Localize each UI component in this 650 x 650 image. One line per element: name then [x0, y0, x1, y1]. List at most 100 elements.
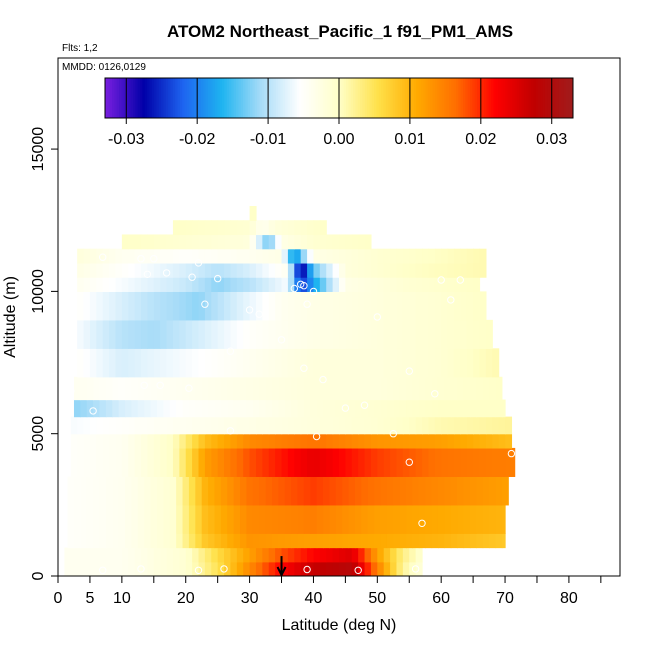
- heatmap-cell: [396, 547, 404, 563]
- heatmap-cell: [211, 416, 219, 435]
- heatmap-cell: [310, 476, 318, 506]
- heatmap-cell: [409, 348, 417, 378]
- colorbar-swatch: [207, 78, 211, 118]
- heatmap-cell: [294, 248, 302, 264]
- heatmap-cell: [345, 291, 353, 321]
- heatmap-cell: [179, 234, 187, 250]
- heatmap-cell: [96, 433, 104, 449]
- date-note: MMDD: 0126,0129: [62, 62, 146, 73]
- heatmap-cell: [300, 234, 308, 250]
- heatmap-cell: [291, 504, 299, 534]
- heatmap-cell: [144, 504, 152, 534]
- heatmap-cell: [166, 291, 174, 321]
- colorbar-swatch: [105, 78, 108, 118]
- heatmap-cell: [489, 504, 497, 534]
- heatmap-cell: [243, 234, 251, 250]
- colorbar-swatch: [109, 78, 113, 118]
- heatmap-cell: [201, 376, 209, 401]
- colorbar-swatch: [243, 78, 246, 118]
- heatmap-cell: [268, 291, 276, 321]
- heatmap-cell: [137, 504, 145, 534]
- heatmap-cell: [141, 416, 149, 435]
- heatmap-cell: [370, 561, 378, 576]
- heatmap-cell: [300, 348, 308, 378]
- colorbar-swatch: [411, 78, 415, 118]
- heatmap-cell: [339, 416, 346, 435]
- heatmap-cell: [434, 291, 442, 321]
- heatmap-cell: [406, 504, 414, 534]
- heatmap-cell: [230, 220, 238, 236]
- colorbar-swatch: [430, 78, 434, 118]
- colorbar-swatch: [544, 78, 548, 118]
- heatmap-cell: [249, 262, 257, 278]
- heatmap-cell: [390, 447, 398, 477]
- heatmap-cell: [358, 561, 366, 576]
- heatmap-cell: [370, 319, 378, 349]
- heatmap-row: [77, 348, 500, 378]
- heatmap-cell: [160, 447, 168, 477]
- heatmap-cell: [406, 399, 414, 418]
- heatmap-cell: [236, 561, 244, 576]
- heatmap-cell: [121, 547, 129, 563]
- heatmap-cell: [287, 277, 295, 292]
- heatmap-cell: [460, 248, 468, 264]
- heatmap-cell: [450, 476, 458, 506]
- heatmap-row: [172, 220, 327, 236]
- heatmap-cell: [259, 504, 267, 534]
- heatmap-cell: [390, 291, 398, 321]
- heatmap-cell: [192, 319, 200, 349]
- heatmap-cell: [262, 248, 270, 264]
- heatmap-cell: [208, 399, 216, 418]
- heatmap-cell: [102, 319, 110, 349]
- heatmap-cell: [211, 220, 219, 236]
- observation-points: [67, 253, 516, 574]
- colorbar-swatch: [404, 78, 408, 118]
- heatmap-cell: [262, 291, 270, 321]
- heatmap-cell: [255, 348, 263, 378]
- heatmap-cell: [457, 533, 465, 549]
- heatmap-cell: [310, 376, 318, 401]
- heatmap-cell: [182, 504, 190, 534]
- heatmap-row: [77, 262, 487, 278]
- heatmap-cell: [428, 248, 436, 264]
- heatmap-cell: [281, 220, 289, 236]
- colorbar-swatch: [240, 78, 244, 118]
- heatmap-cell: [284, 504, 292, 534]
- heatmap-cell: [482, 504, 490, 534]
- heatmap-cell: [121, 416, 129, 435]
- heatmap-cell: [390, 262, 398, 278]
- heatmap-cell: [460, 277, 468, 292]
- heatmap-cell: [211, 348, 219, 378]
- colorbar-swatch: [369, 78, 373, 118]
- heatmap-cell: [153, 447, 161, 477]
- heatmap-cell: [125, 504, 133, 534]
- heatmap-cell: [473, 248, 481, 264]
- heatmap-cell: [204, 262, 212, 278]
- heatmap-cell: [348, 376, 356, 401]
- heatmap-cell: [275, 433, 283, 449]
- heatmap-cell: [236, 234, 244, 250]
- heatmap-cell: [67, 533, 75, 549]
- heatmap-cell: [367, 376, 375, 401]
- heatmap-cell: [399, 533, 407, 549]
- heatmap-cell: [169, 533, 177, 549]
- heatmap-cell: [80, 476, 88, 506]
- heatmap-cell: [70, 416, 78, 435]
- heatmap-cell: [505, 433, 513, 449]
- heatmap-cell: [262, 220, 270, 236]
- heatmap-cell: [185, 433, 193, 449]
- heatmap-cell: [415, 262, 423, 278]
- heatmap-cell: [297, 533, 305, 549]
- heatmap-cell: [374, 399, 382, 418]
- colorbar-swatch: [116, 78, 120, 118]
- heatmap-cell: [160, 234, 168, 250]
- heatmap-cell: [319, 319, 327, 349]
- observation-point: [156, 381, 164, 389]
- heatmap-cell: [434, 447, 442, 477]
- heatmap-cell: [115, 277, 123, 292]
- heatmap-cell: [482, 476, 490, 506]
- heatmap-cell: [463, 376, 471, 401]
- heatmap-cell: [125, 476, 133, 506]
- heatmap-cell: [262, 319, 270, 349]
- colorbar-swatch: [542, 78, 546, 118]
